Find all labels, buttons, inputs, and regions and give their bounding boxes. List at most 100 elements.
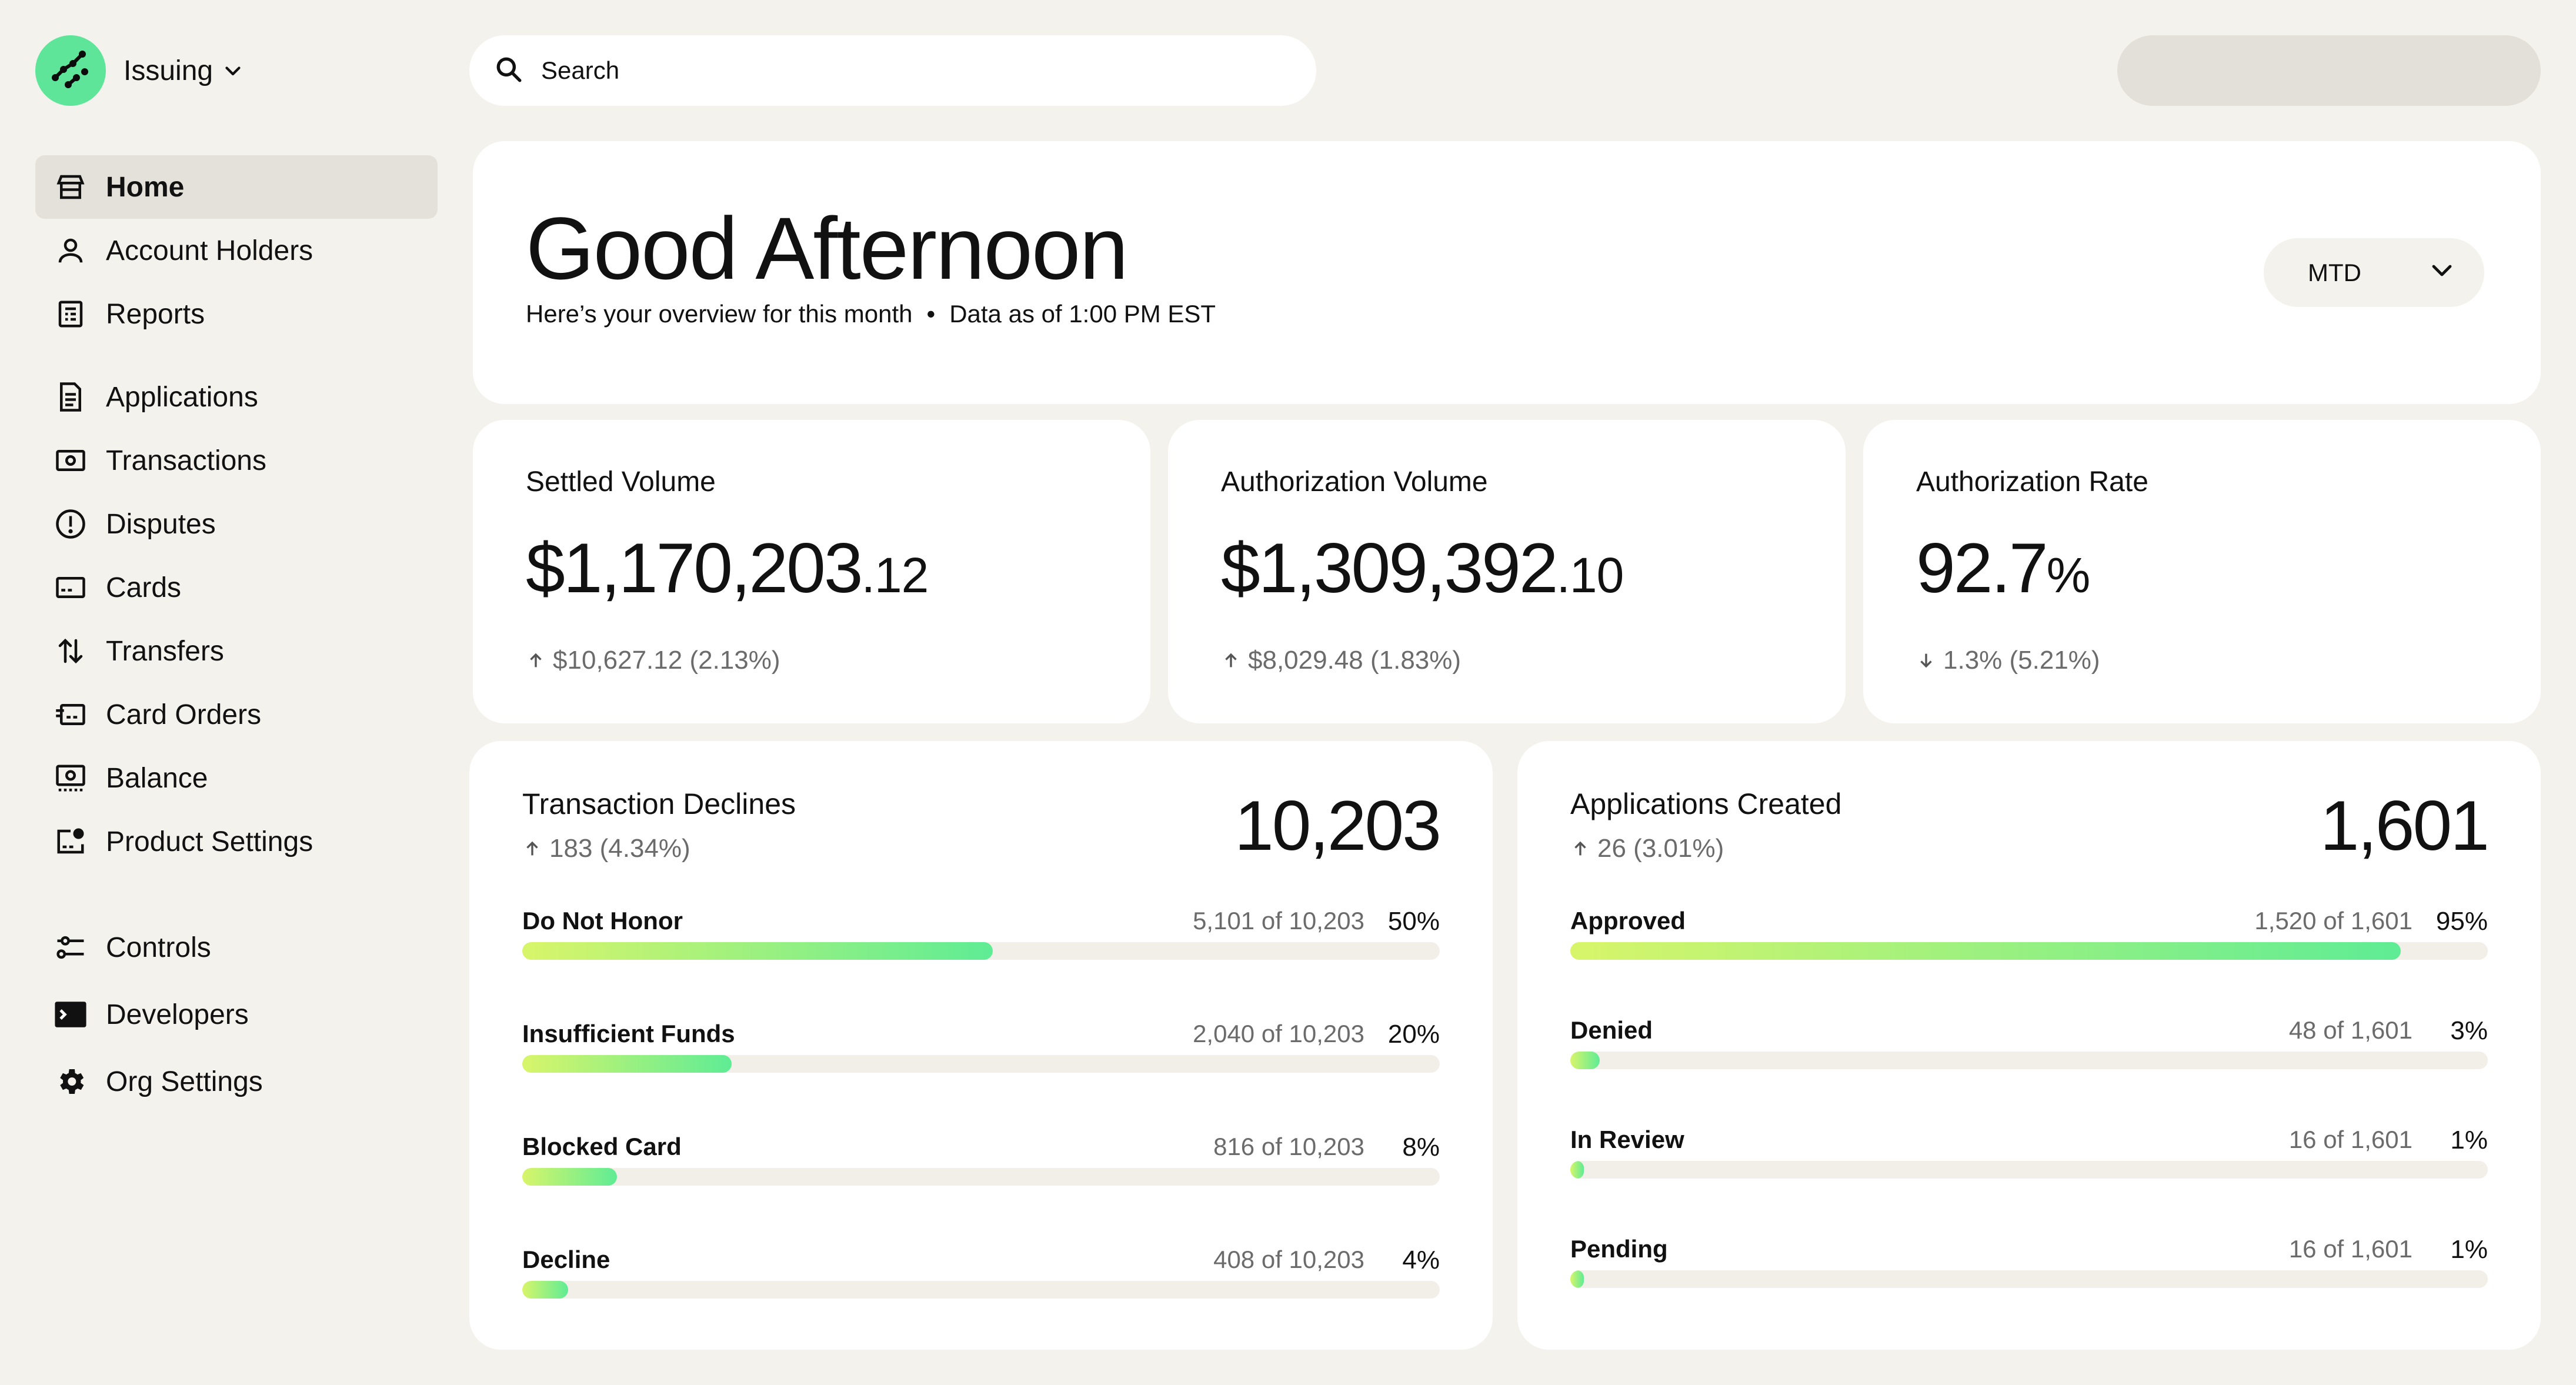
brand-switcher[interactable]: Issuing — [35, 35, 243, 106]
stat-label: Authorization Rate — [1916, 466, 2148, 498]
progress-fill — [522, 1168, 617, 1186]
greeting-subtitle: Here’s your overview for this month • Da… — [526, 300, 1216, 328]
gear-icon — [53, 1064, 88, 1099]
row-name: Denied — [1570, 1016, 1653, 1044]
list-item: In Review 16 of 1,601 1% — [1570, 1126, 2488, 1235]
progress-fill — [522, 1281, 568, 1299]
chevron-down-icon — [222, 60, 243, 81]
home-icon — [53, 169, 88, 205]
sidebar-item-label: Product Settings — [106, 826, 313, 857]
search-icon — [494, 55, 523, 87]
progress-fill — [1570, 1161, 1584, 1179]
progress-fill — [1570, 942, 2401, 960]
row-count: 2,040 of 10,203 — [1193, 1020, 1364, 1047]
sidebar-item-developers[interactable]: Developers — [35, 981, 438, 1048]
card-total: 1,601 — [2320, 786, 2490, 865]
transfer-arrows-icon — [53, 633, 88, 669]
arrow-up-icon — [530, 653, 542, 668]
separator-dot: • — [926, 300, 936, 328]
search-input[interactable]: Search — [469, 35, 1316, 106]
card-order-icon — [53, 697, 88, 732]
sidebar-item-cards[interactable]: Cards — [35, 556, 438, 619]
sidebar-item-org-settings[interactable]: Org Settings — [35, 1048, 438, 1115]
sidebar-item-label: Developers — [106, 999, 249, 1030]
row-name: Pending — [1570, 1235, 1668, 1263]
stat-delta: $10,627.12 (2.13%) — [526, 646, 780, 675]
sidebar-item-balance[interactable]: Balance — [35, 746, 438, 810]
row-name: In Review — [1570, 1126, 1684, 1153]
stat-label: Settled Volume — [526, 466, 716, 498]
chevron-down-icon — [2428, 256, 2456, 290]
sidebar-item-product-settings[interactable]: Product Settings — [35, 810, 438, 873]
sidebar-item-label: Reports — [106, 298, 205, 330]
list-item: Blocked Card 816 of 10,203 8% — [522, 1133, 1440, 1246]
sidebar-item-label: Transactions — [106, 445, 266, 476]
data-timestamp: Data as of 1:00 PM EST — [949, 300, 1216, 328]
arrow-up-icon — [1225, 653, 1237, 668]
progress-track — [1570, 1161, 2488, 1179]
greeting-card: Good Afternoon Here’s your overview for … — [473, 141, 2541, 404]
row-name: Insufficient Funds — [522, 1020, 735, 1047]
sidebar-item-controls[interactable]: Controls — [35, 914, 438, 981]
search-placeholder: Search — [541, 56, 620, 84]
row-percent: 4% — [1402, 1246, 1440, 1274]
sidebar-item-reports[interactable]: Reports — [35, 282, 438, 346]
row-percent: 95% — [2435, 907, 2488, 936]
banknote-icon — [53, 443, 88, 478]
sidebar-item-label: Account Holders — [106, 235, 313, 266]
stat-label: Authorization Volume — [1221, 466, 1488, 498]
terminal-icon — [53, 997, 88, 1032]
logo — [35, 35, 106, 106]
sidebar-item-account-holders[interactable]: Account Holders — [35, 219, 438, 282]
row-count: 1,520 of 1,601 — [2254, 907, 2413, 935]
list-item: Decline 408 of 10,203 4% — [522, 1246, 1440, 1359]
stat-value: $1,170,203.12 — [526, 529, 929, 608]
row-count: 5,101 of 10,203 — [1193, 907, 1364, 935]
card-delta: 26 (3.01%) — [1570, 834, 1724, 863]
progress-fill — [522, 1055, 732, 1073]
card-icon — [53, 570, 88, 605]
sidebar-item-card-orders[interactable]: Card Orders — [35, 683, 438, 746]
progress-fill — [522, 942, 993, 960]
sidebar-item-label: Org Settings — [106, 1066, 263, 1097]
card-title: Transaction Declines — [522, 787, 796, 820]
user-icon — [53, 233, 88, 268]
stat-card-authorization-rate: Authorization Rate 92.7% 1.3% (5.21%) — [1863, 420, 2541, 723]
sidebar-item-disputes[interactable]: Disputes — [35, 492, 438, 556]
sidebar-item-applications[interactable]: Applications — [35, 365, 438, 429]
arrow-down-icon — [1920, 653, 1932, 668]
page-title: Good Afternoon — [526, 199, 1129, 298]
card-delta: 183 (4.34%) — [522, 834, 690, 863]
period-select[interactable]: MTD — [2264, 238, 2484, 307]
progress-fill — [1570, 1270, 1584, 1288]
brand-name: Issuing — [124, 55, 213, 86]
row-percent: 8% — [1402, 1133, 1440, 1162]
sidebar-item-transfers[interactable]: Transfers — [35, 619, 438, 683]
sidebar-item-transactions[interactable]: Transactions — [35, 429, 438, 492]
sidebar-item-label: Disputes — [106, 508, 216, 540]
decline-list: Do Not Honor 5,101 of 10,203 50% Insuffi… — [522, 907, 1440, 1359]
sidebar-item-home[interactable]: Home — [35, 155, 438, 219]
row-count: 48 of 1,601 — [2288, 1016, 2413, 1044]
row-name: Do Not Honor — [522, 907, 683, 935]
sidebar-item-label: Controls — [106, 932, 211, 963]
sidebar-item-label: Transfers — [106, 635, 224, 667]
stat-card-settled-volume: Settled Volume $1,170,203.12 $10,627.12 … — [473, 420, 1150, 723]
progress-track — [1570, 942, 2488, 960]
list-item: Pending 16 of 1,601 1% — [1570, 1235, 2488, 1344]
applications-created-card: Applications Created 26 (3.01%) 1,601 Ap… — [1517, 741, 2541, 1350]
arrow-up-icon — [1574, 841, 1586, 856]
row-percent: 50% — [1387, 907, 1440, 936]
row-count: 816 of 10,203 — [1213, 1133, 1364, 1160]
document-icon — [53, 379, 88, 415]
progress-track — [522, 1168, 1440, 1186]
sliders-icon — [53, 930, 88, 965]
stat-value: 92.7% — [1916, 529, 2090, 608]
list-item: Insufficient Funds 2,040 of 10,203 20% — [522, 1020, 1440, 1133]
row-count: 16 of 1,601 — [2288, 1126, 2413, 1153]
sidebar-item-label: Cards — [106, 572, 182, 603]
progress-track — [522, 1281, 1440, 1299]
sidebar-item-label: Home — [106, 171, 185, 203]
sidebar-nav: Home Account Holders Reports Application… — [35, 155, 438, 1115]
user-menu-placeholder[interactable] — [2117, 35, 2541, 106]
